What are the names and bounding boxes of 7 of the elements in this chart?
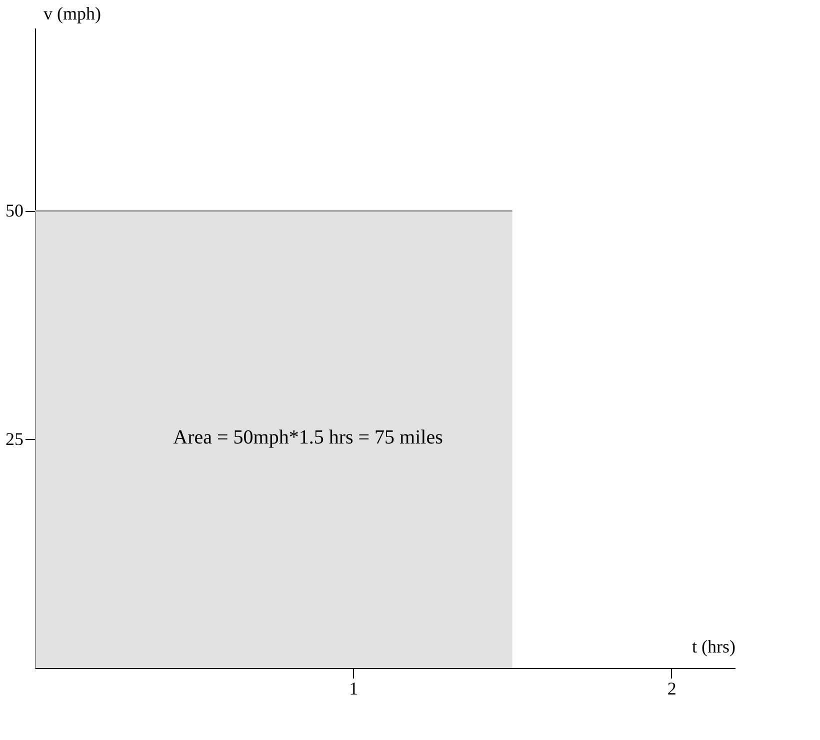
x-axis-title: t (hrs): [692, 636, 736, 656]
y-axis-title: v (mph): [44, 4, 101, 24]
x-tick-label: 1: [349, 678, 358, 698]
annotation: Area = 50mph*1.5 hrs = 75 miles: [173, 426, 444, 449]
x-tick-label: 2: [667, 678, 676, 698]
y-tick-label: 50: [6, 200, 24, 220]
y-tick-label: 25: [6, 428, 24, 449]
